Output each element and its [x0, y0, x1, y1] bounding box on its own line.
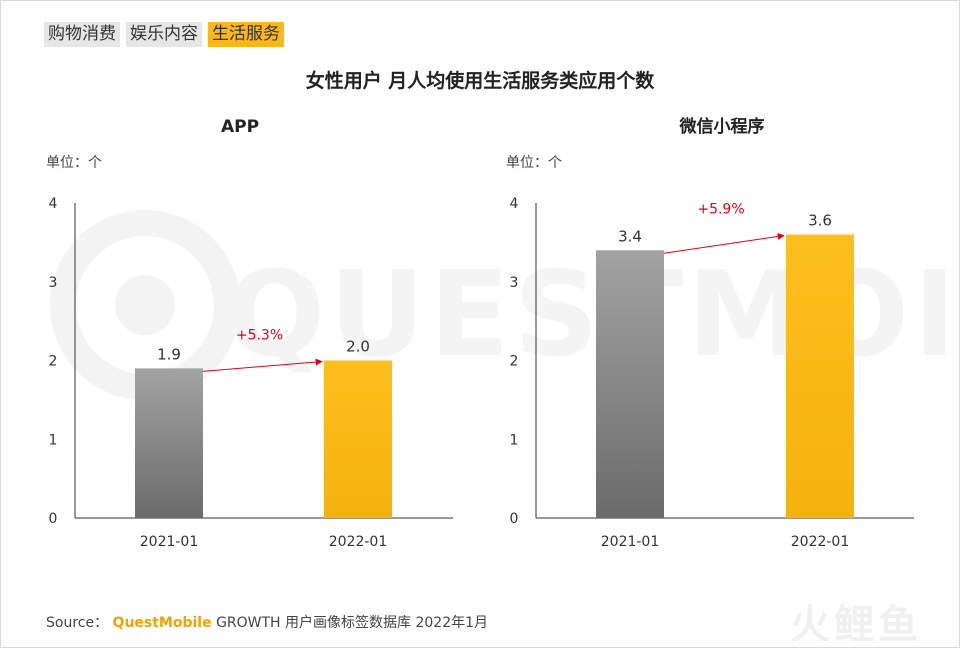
source-prefix: Source： — [46, 615, 109, 631]
source-footer: Source： QuestMobile GROWTH 用户画像标签数据库 202… — [46, 612, 488, 632]
x-tick-label: 2022-01 — [791, 534, 850, 550]
bar — [135, 368, 203, 518]
y-tick-label: 0 — [49, 511, 58, 527]
bar-value-label: 3.4 — [618, 227, 642, 245]
y-tick-label: 0 — [510, 511, 519, 527]
y-tick-label: 3 — [49, 275, 58, 291]
growth-arrow — [202, 358, 323, 372]
y-tick-label: 1 — [510, 432, 519, 448]
chart-title: 微信小程序 — [679, 116, 765, 137]
bar — [324, 360, 392, 518]
chart-title: APP — [221, 117, 259, 137]
y-tick-label: 3 — [510, 275, 519, 291]
y-tick-label: 2 — [49, 354, 58, 370]
bar — [786, 234, 854, 518]
growth-arrow — [663, 232, 785, 254]
bar-value-label: 2.0 — [346, 338, 370, 356]
bar-value-label: 1.9 — [157, 345, 181, 363]
page-title: 女性用户 月人均使用生活服务类应用个数 — [305, 70, 655, 92]
y-tick-label: 4 — [510, 196, 519, 212]
y-tick-label: 2 — [510, 354, 519, 370]
huoliyu-logo: 火鲤鱼 — [790, 602, 922, 646]
tab-shopping[interactable]: 购物消费 — [44, 22, 120, 47]
unit-label: 单位：个 — [46, 155, 102, 171]
y-tick-label: 1 — [49, 432, 58, 448]
y-tick-label: 4 — [49, 196, 58, 212]
bar-value-label: 3.6 — [808, 212, 832, 230]
svg-text:火鲤鱼: 火鲤鱼 — [790, 602, 922, 646]
source-rest: GROWTH 用户画像标签数据库 2022年1月 — [216, 615, 489, 631]
source-brand: QuestMobile — [112, 615, 212, 631]
x-tick-label: 2021-01 — [601, 534, 660, 550]
tab-life-services[interactable]: 生活服务 — [208, 22, 284, 47]
growth-label: +5.3% — [236, 328, 283, 344]
bar — [596, 250, 664, 518]
charts-area: APP 单位：个 0 1 2 3 4 1.9 2021-01 2.0 2022-01 +5.3% 微信小… — [46, 116, 914, 550]
x-tick-label: 2021-01 — [140, 534, 199, 550]
category-tabs: 购物消费 娱乐内容 生活服务 — [44, 22, 284, 47]
unit-label: 单位：个 — [506, 155, 562, 171]
x-tick-label: 2022-01 — [329, 534, 388, 550]
growth-label: +5.9% — [697, 202, 744, 218]
tab-entertainment[interactable]: 娱乐内容 — [126, 22, 202, 47]
